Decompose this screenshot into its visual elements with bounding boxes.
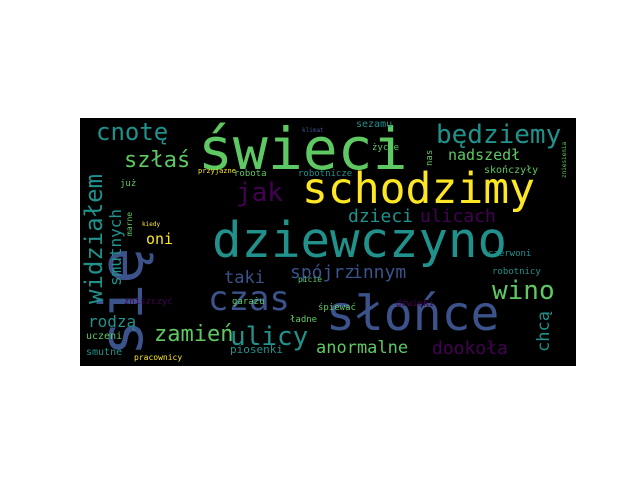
word-nas: nas [425,149,435,166]
word-slonce: słońce [326,286,500,342]
word-robotnicy: robotnicy [492,267,541,277]
word-swieci: świeci [198,118,408,183]
word-sezamu: sezamu [356,119,393,130]
word-zycie: życie [372,143,400,153]
word-taki: taki [224,268,265,288]
word-wino: wino [492,276,555,306]
word-ulicach: ulicach [420,206,496,227]
word-widzialem: widziałem [80,173,108,304]
word-smutnych: smutnych [106,208,125,286]
word-dziewczyno: dziewczyno [212,212,508,269]
word-smutne: smutne [86,347,123,358]
word-dzwieki: dźwięki [396,299,434,309]
word-cloud: się świeci schodzimy dziewczyno słońce c… [80,118,576,366]
word-szlas: szłaś [124,148,191,173]
word-spiewac: śpiewać [318,303,356,313]
word-czas: czas [208,279,290,319]
word-uczeni: uczeni [86,331,123,342]
word-klimat: klimat [302,127,324,134]
word-chca: chcą [534,311,554,352]
word-marne: marne [125,211,134,236]
word-dookola: dookoła [432,338,508,359]
word-bedziemy: będziemy [436,120,562,150]
word-cnote: cnotę [96,118,169,146]
word-juz: już [120,179,137,189]
word-picie: picie [298,275,323,284]
word-zniesienia: zniesienia [561,141,568,178]
word-ulicy: ulicy [230,322,309,352]
word-schodzimy: schodzimy [302,164,535,214]
word-zamien: zamień [154,322,234,347]
word-kiedy: kiedy [142,221,161,228]
word-jak: jak [236,178,283,208]
word-czerwoni: czerwoni [488,249,532,259]
word-dzieci: dzieci [348,206,414,227]
word-przyjazne: przyjazne [198,167,236,175]
word-innym: innym [352,262,407,283]
word-ladne: ładne [290,315,318,325]
word-anormalne: anormalne [316,338,409,358]
word-piosenki: piosenki [230,343,283,356]
word-oni: oni [146,230,174,248]
word-rodza: rodzą [88,312,137,331]
word-spojrz: spójrz [290,262,356,283]
word-garazu: garażu [232,297,265,307]
word-pracownicy: pracownicy [134,353,183,362]
word-skonczyly: skończyły [484,165,539,176]
word-nadszedl: nadszedł [448,146,521,164]
word-robotnicze: robotnicze [298,169,353,179]
word-zniszczyc: zniszczyć [124,297,173,307]
word-robota: robota [234,169,267,179]
